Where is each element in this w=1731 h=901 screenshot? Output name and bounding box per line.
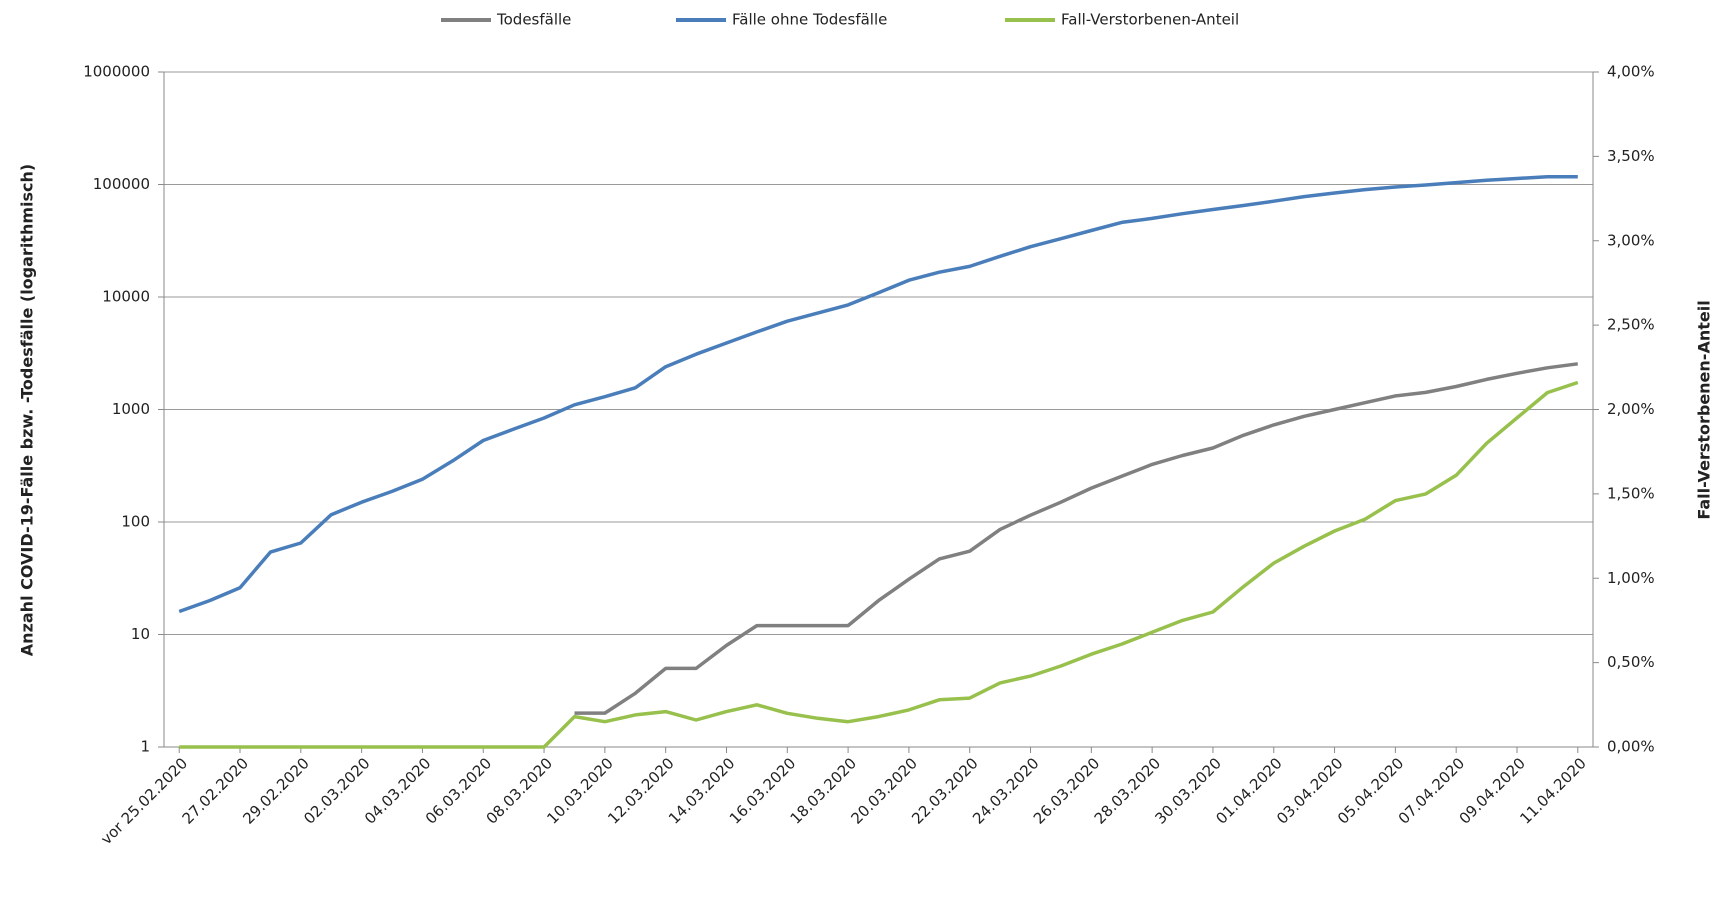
x-tick-label: 11.04.2020 — [1516, 754, 1589, 827]
y-tick-label: 10000 — [102, 288, 150, 306]
y-tick-label: 1 — [140, 738, 150, 756]
legend-label: Todesfälle — [496, 11, 571, 29]
x-tick-label: vor 25.02.2020 — [97, 754, 191, 848]
y2-tick-label: 2,00% — [1607, 400, 1655, 418]
legend-label: Fälle ohne Todesfälle — [732, 11, 887, 29]
y-tick-label: 10 — [131, 625, 150, 643]
legend-label: Fall-Verstorbenen-Anteil — [1061, 11, 1239, 29]
series-line — [178, 175, 1578, 614]
y-tick-label: 100 — [121, 513, 150, 531]
y2-tick-label: 3,00% — [1607, 231, 1655, 249]
y-tick-label: 1000 — [112, 400, 150, 418]
y2-tick-label: 1,50% — [1607, 484, 1655, 502]
y2-tick-label: 4,00% — [1607, 63, 1655, 81]
y2-tick-label: 3,50% — [1607, 147, 1655, 165]
y2-axis-title: Fall-Verstorbenen-Anteil — [1695, 300, 1714, 519]
series-line — [179, 380, 1579, 749]
y-tick-label: 100000 — [93, 175, 150, 193]
series-line — [574, 362, 1579, 715]
y2-tick-label: 0,00% — [1607, 738, 1655, 756]
y2-tick-label: 0,50% — [1607, 653, 1655, 671]
y2-tick-label: 1,00% — [1607, 569, 1655, 587]
y2-tick-label: 2,50% — [1607, 316, 1655, 334]
y-tick-label: 1000000 — [83, 63, 150, 81]
y-axis-title: Anzahl COVID-19-Fälle bzw. -Todesfälle (… — [18, 164, 37, 656]
